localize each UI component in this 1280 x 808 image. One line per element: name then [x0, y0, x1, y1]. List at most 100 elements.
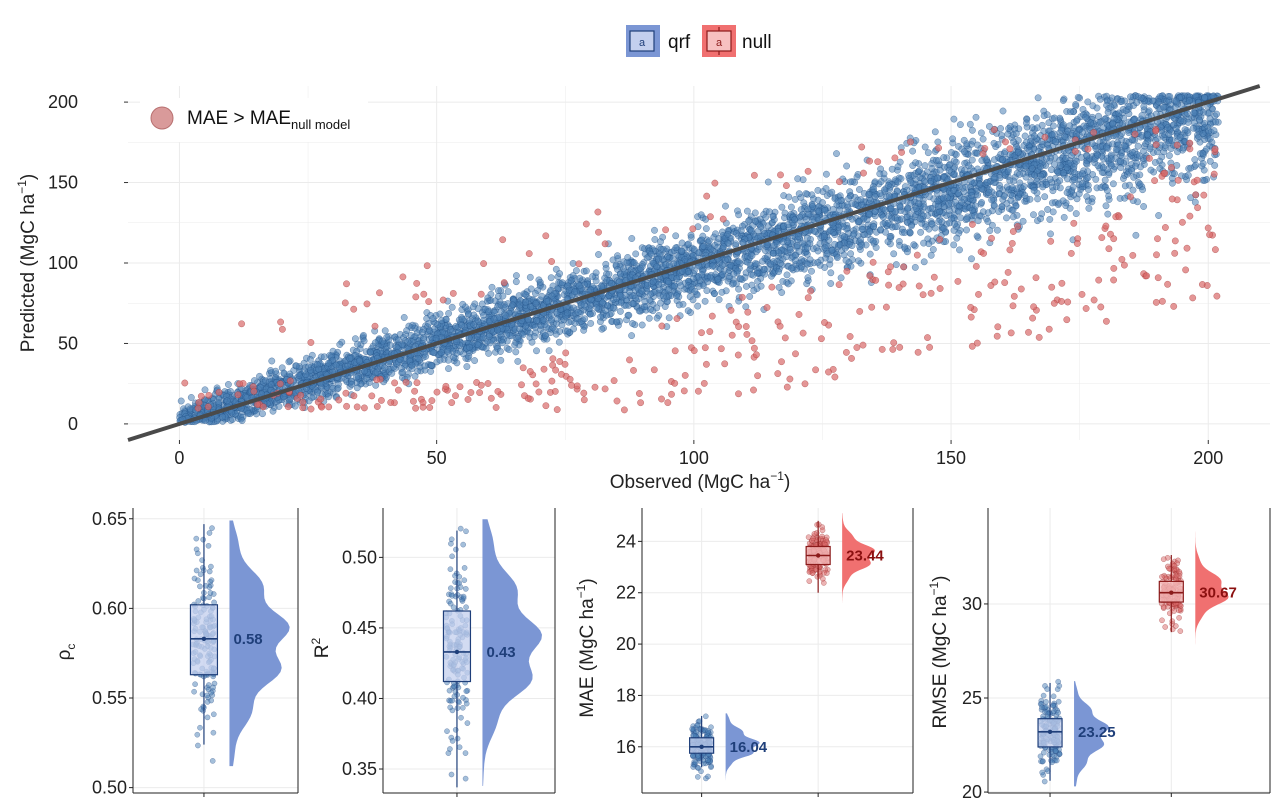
qrf-point [592, 277, 600, 285]
qrf-point [403, 327, 411, 335]
qrf-point [1041, 193, 1049, 201]
qrf-point [905, 171, 913, 179]
qrf-point [1072, 101, 1080, 108]
qrf-point [1095, 112, 1102, 120]
qrf-point [814, 186, 822, 194]
qrf-point [700, 242, 708, 250]
qrf-point [1104, 210, 1112, 218]
qrf-point [869, 237, 877, 245]
qrf-point [1059, 97, 1067, 104]
qrf-point [826, 256, 834, 264]
legend-qrf-symbol: a [639, 37, 646, 49]
qrf-point [305, 397, 313, 405]
qrf-point [1172, 97, 1180, 105]
qrf-point [872, 244, 880, 251]
qrf-point [985, 122, 993, 130]
qrf-point [791, 257, 799, 265]
qrf-point [783, 271, 791, 279]
qrf-point [657, 299, 664, 307]
qrf-point [444, 347, 452, 355]
qrf-point [963, 140, 971, 148]
qrf-point [1022, 173, 1030, 181]
qrf-point [757, 282, 765, 290]
qrf-point [1133, 99, 1141, 107]
qrf-point [632, 250, 640, 258]
qrf-point [1109, 180, 1117, 188]
qrf-point [423, 315, 431, 323]
qrf-point [356, 357, 363, 365]
qrf-point [795, 190, 803, 198]
qrf-point [784, 280, 792, 288]
qrf-point [574, 308, 582, 316]
qrf-point [1190, 109, 1198, 117]
qrf-point [628, 332, 636, 340]
qrf-point [846, 178, 854, 186]
qrf-point [821, 244, 829, 252]
qrf-point [1102, 202, 1110, 210]
qrf-point [732, 240, 740, 248]
qrf-point [751, 260, 759, 268]
qrf-point [677, 282, 685, 290]
qrf-point [933, 174, 941, 182]
qrf-point [940, 154, 948, 161]
qrf-point [928, 164, 936, 172]
qrf-point [547, 316, 555, 324]
qrf-point [774, 227, 782, 235]
qrf-point [1032, 114, 1040, 122]
qrf-point [630, 259, 638, 267]
qrf-point [776, 259, 784, 267]
qrf-point [828, 188, 836, 196]
qrf-point [993, 226, 1001, 234]
qrf-point [671, 282, 679, 290]
qrf-point [827, 269, 835, 277]
qrf-point [925, 225, 933, 233]
qrf-point [421, 362, 429, 370]
qrf-point [791, 216, 799, 224]
qrf-point [448, 303, 456, 311]
qrf-point [496, 348, 504, 355]
qrf-point [722, 202, 729, 210]
qrf-point [336, 341, 344, 348]
qrf-point [973, 150, 981, 157]
qrf-point [646, 290, 654, 298]
qrf-point [351, 335, 359, 343]
qrf-point [1118, 97, 1126, 105]
qrf-point [1206, 115, 1214, 123]
qrf-point [291, 402, 299, 410]
qrf-point [1066, 159, 1074, 167]
qrf-point [1022, 119, 1030, 127]
qrf-point [571, 288, 579, 296]
qrf-point [653, 263, 661, 271]
qrf-point [1168, 136, 1176, 144]
qrf-point [1087, 119, 1095, 127]
qrf-point [419, 328, 426, 336]
qrf-point [636, 264, 644, 272]
qrf-point [530, 333, 538, 340]
qrf-point [625, 311, 633, 319]
qrf-point [280, 369, 288, 377]
qrf-point [598, 325, 606, 333]
qrf-point [953, 234, 961, 242]
qrf-point [775, 283, 783, 291]
qrf-point [855, 257, 862, 265]
qrf-point [628, 235, 636, 242]
qrf-point [877, 178, 885, 186]
qrf-point [570, 325, 578, 333]
qrf-point [1054, 168, 1062, 176]
qrf-point [827, 280, 835, 287]
qrf-point [659, 292, 667, 300]
qrf-point [1099, 164, 1107, 172]
qrf-point [1101, 176, 1109, 184]
qrf-point [224, 381, 232, 388]
qrf-point [1212, 118, 1220, 126]
qrf-point [976, 180, 984, 188]
qrf-point [501, 311, 509, 319]
qrf-point [272, 367, 280, 375]
qrf-point [903, 248, 911, 256]
qrf-point [1060, 121, 1068, 129]
qrf-point [881, 206, 889, 214]
qrf-point [849, 231, 857, 239]
qrf-point [1104, 108, 1112, 116]
qrf-point [938, 218, 946, 226]
qrf-point [884, 181, 892, 189]
